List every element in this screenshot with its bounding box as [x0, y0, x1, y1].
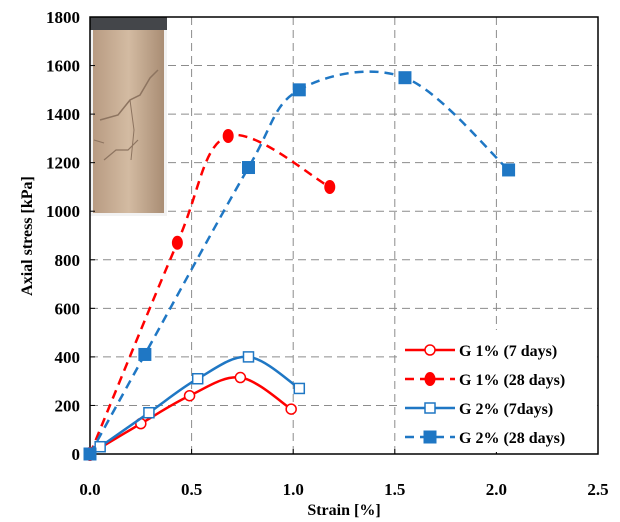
y-tick-label: 200: [55, 396, 81, 415]
legend: G 1% (7 days) G 1% (28 days) G 2% (7days) G…: [398, 330, 596, 452]
sample-photo: [90, 17, 167, 216]
data-point: [222, 128, 234, 143]
series-0: [84, 371, 297, 460]
x-axis-title: Strain [%]: [307, 502, 380, 519]
legend-item: G 2% (7days): [405, 401, 553, 418]
legend-label: G 2% (7days): [459, 401, 553, 418]
series-3: [83, 70, 516, 461]
y-tick-label: 1800: [46, 8, 80, 27]
series-layer: [83, 70, 516, 461]
x-tick-label: 0.0: [79, 480, 100, 499]
legend-swatch-marker: [423, 430, 437, 444]
y-tick-label: 800: [55, 251, 81, 270]
series-line: [89, 376, 292, 456]
legend-item: G 1% (28 days): [405, 372, 565, 389]
data-point: [293, 382, 306, 395]
plot-frame: [89, 16, 599, 455]
legend-swatch-marker: [424, 372, 436, 386]
y-tick-label: 1600: [46, 57, 80, 76]
y-tick-label: 600: [55, 299, 81, 318]
data-point: [241, 161, 255, 175]
data-point: [292, 83, 306, 97]
data-point: [242, 351, 255, 363]
legend-swatch-marker: [424, 344, 436, 356]
y-tick-label: 1000: [46, 202, 80, 221]
data-point: [143, 406, 155, 419]
legend-label: G 2% (28 days): [459, 430, 565, 447]
data-point: [285, 403, 297, 415]
data-point: [502, 163, 516, 177]
data-point: [191, 372, 204, 385]
y-tick-label: 400: [55, 348, 81, 367]
y-axis-title: Axial stress [kPa]: [19, 176, 36, 296]
x-tick-label: 1.5: [384, 480, 405, 499]
data-point: [398, 71, 412, 85]
data-point: [94, 440, 106, 453]
y-tick-label: 0: [72, 445, 81, 464]
x-tick-label: 0.5: [181, 480, 202, 499]
legend-item: G 1% (7 days): [405, 343, 557, 360]
data-point: [183, 389, 196, 402]
data-point: [83, 447, 97, 461]
legend-label: G 1% (28 days): [459, 372, 565, 389]
legend-label: G 1% (7 days): [459, 343, 557, 360]
data-point: [138, 347, 152, 361]
series-line: [99, 355, 300, 448]
axis-ticks: 0.0 0.5 1.0 1.5 2.0 2.5 0 200 400 600 800 1000 1200 1…: [46, 8, 609, 499]
data-point: [171, 235, 183, 250]
y-tick-label: 1200: [46, 154, 80, 173]
series-2: [94, 351, 306, 453]
legend-swatch-marker: [424, 402, 436, 414]
x-tick-label: 2.5: [587, 480, 608, 499]
y-tick-label: 1400: [46, 105, 80, 124]
data-point: [234, 371, 247, 384]
x-tick-label: 1.0: [283, 480, 304, 499]
legend-item: G 2% (28 days): [405, 430, 565, 447]
x-tick-label: 2.0: [486, 480, 507, 499]
data-point: [324, 179, 336, 194]
